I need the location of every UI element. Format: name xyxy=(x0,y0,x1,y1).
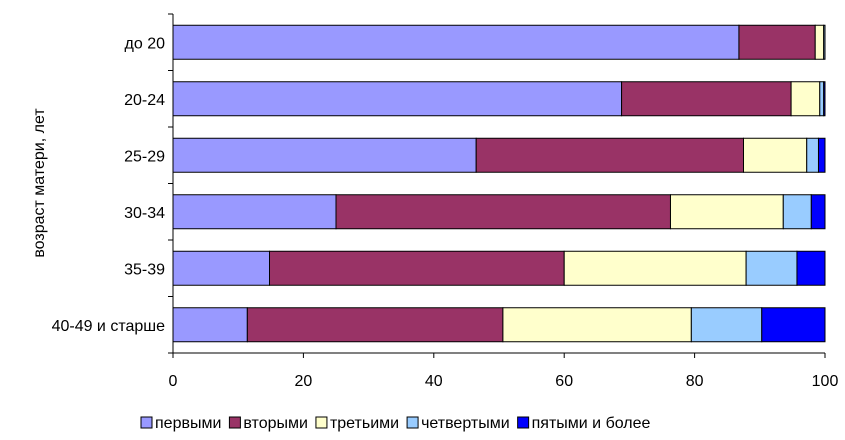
bar-segment-4-1 xyxy=(172,194,337,230)
bar-segment-2-5 xyxy=(823,81,826,117)
x-tick-label: 40 xyxy=(425,373,443,390)
legend-item-2: вторыми xyxy=(228,415,308,432)
legend-swatch xyxy=(228,416,241,429)
bar-segment-5-2 xyxy=(269,250,565,286)
bar-segment-1-1 xyxy=(172,24,740,60)
bar-segment-3-5 xyxy=(817,137,826,173)
bar-segment-6-5 xyxy=(761,307,826,343)
y-tick-label: 30-34 xyxy=(124,205,165,222)
bar-segment-3-4 xyxy=(806,137,819,173)
legend-label: первыми xyxy=(155,415,221,432)
bar-segment-2-1 xyxy=(172,81,623,117)
legend-swatch xyxy=(406,416,419,429)
bar-segment-1-4 xyxy=(823,24,826,60)
legend-label: четвертыми xyxy=(421,415,510,432)
bar-segment-5-3 xyxy=(563,250,747,286)
y-tick-label: 25-29 xyxy=(124,148,165,165)
legend-swatch xyxy=(315,416,328,429)
x-tick-label: 60 xyxy=(555,373,573,390)
bar-segment-5-4 xyxy=(745,250,798,286)
bar-segment-4-5 xyxy=(810,194,826,230)
legend: первыми вторыми третьими четвертыми пятыми и… xyxy=(140,415,651,432)
x-tick-label: 0 xyxy=(169,373,178,390)
bar-segment-4-3 xyxy=(669,194,784,230)
legend-swatch xyxy=(517,416,530,429)
bar-segment-2-4 xyxy=(819,81,825,117)
y-tick-label: 40-49 и старше xyxy=(52,318,166,335)
bar-segment-6-1 xyxy=(172,307,248,343)
y-tick-label: 35-39 xyxy=(124,261,165,278)
legend-label: вторыми xyxy=(243,415,308,432)
bar-segment-2-2 xyxy=(621,81,792,117)
x-tick-label: 20 xyxy=(295,373,313,390)
bar-segment-4-4 xyxy=(782,194,812,230)
bar-segment-4-2 xyxy=(335,194,671,230)
x-tick-label: 80 xyxy=(686,373,704,390)
y-tick-label: до 20 xyxy=(125,35,166,52)
legend-item-4: четвертыми xyxy=(406,415,510,432)
bar-segment-5-1 xyxy=(172,250,270,286)
y-axis-title: возраст матери, лет xyxy=(31,108,48,258)
bar-segment-6-3 xyxy=(502,307,692,343)
bar-segment-6-4 xyxy=(690,307,763,343)
legend-item-3: третьими xyxy=(315,415,399,432)
x-ticks-layer: 0 20 40 60 80 100 xyxy=(169,353,839,390)
legend-item-5: пятыми и более xyxy=(517,415,651,432)
bar-segment-3-3 xyxy=(743,137,808,173)
bar-segment-2-3 xyxy=(790,81,821,117)
x-tick-label: 100 xyxy=(812,373,839,390)
y-ticks-layer: до 20 20-24 25-29 30-34 35-39 40-49 и старше xyxy=(52,13,173,354)
bar-segment-3-2 xyxy=(475,137,744,173)
axes-layer xyxy=(172,14,825,354)
legend-label: третьими xyxy=(330,415,399,432)
legend-label: пятыми и более xyxy=(532,415,651,432)
bars-layer xyxy=(172,24,826,343)
y-tick-label: 20-24 xyxy=(124,92,165,109)
bar-segment-6-2 xyxy=(246,307,504,343)
legend-swatch xyxy=(140,416,153,429)
bar-segment-5-5 xyxy=(796,250,826,286)
bar-segment-3-1 xyxy=(172,137,477,173)
bar-segment-1-2 xyxy=(738,24,816,60)
legend-item-1: первыми xyxy=(140,415,221,432)
bar-segment-1-3 xyxy=(814,24,825,60)
